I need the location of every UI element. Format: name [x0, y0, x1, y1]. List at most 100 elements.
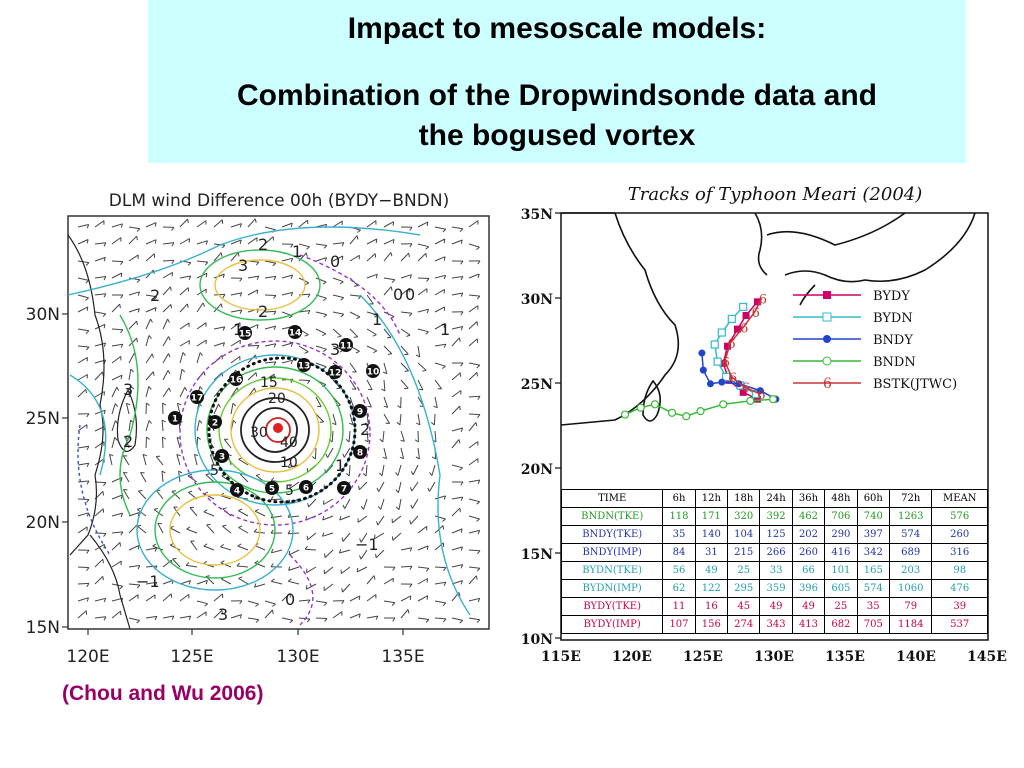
wind-barb [366, 253, 376, 262]
table-cell: 79 [888, 597, 933, 616]
wind-barb-flag [187, 262, 192, 266]
dropsonde-label: 8 [357, 449, 363, 459]
wind-barb [179, 218, 188, 228]
table-cell: 101 [824, 561, 858, 580]
wind-barb-flag [441, 365, 446, 370]
table-cell: 35 [856, 597, 890, 616]
wind-barb-flag [427, 487, 430, 492]
wind-barb [400, 547, 412, 551]
wind-barb-flag [360, 505, 365, 510]
track-point: 6 [727, 337, 735, 352]
legend-marker [823, 291, 831, 299]
dropsonde-marker [230, 483, 244, 497]
wind-barb [429, 481, 436, 492]
wind-barb-flag [409, 226, 413, 231]
wind-barb-flag [136, 620, 141, 624]
wind-barb [366, 273, 378, 279]
wind-barb-flag [109, 453, 114, 457]
wind-barb-flag [254, 508, 259, 512]
wind-barb [349, 328, 359, 338]
wind-barb [357, 515, 368, 523]
wind-barb-flag [460, 528, 463, 533]
wind-barb-flag [476, 619, 481, 623]
wind-barb [281, 359, 293, 364]
wind-barb-flag [85, 297, 89, 301]
wind-barb-flag [194, 453, 199, 457]
track-point [739, 302, 748, 312]
contour-label: 2 [360, 420, 370, 439]
wind-barb-flag [356, 316, 361, 320]
table-row: BNDY(TKE) 35 140 104 125 202 290 397 574 260 [560, 525, 988, 544]
wind-barb [145, 615, 157, 619]
wind-barb-flag [168, 353, 171, 358]
wind-barb-flag [460, 326, 464, 331]
wind-barb-flag [425, 253, 427, 258]
wind-barb [281, 593, 291, 602]
wind-barb [230, 355, 241, 364]
wind-barb [397, 481, 402, 493]
track-point [727, 314, 736, 323]
wind-barb [238, 458, 249, 466]
wind-barb [417, 328, 429, 333]
wind-barb [332, 220, 343, 228]
table-cell: 706 [824, 507, 858, 526]
wind-barb [220, 546, 232, 551]
wind-barb-flag [255, 619, 260, 623]
wind-barb [468, 566, 480, 569]
table-cell: 203 [888, 561, 933, 580]
wind-barb [111, 610, 121, 619]
wind-barb-flag [339, 281, 344, 285]
legend-marker: 6 [823, 376, 832, 392]
wind-barb-flag [238, 576, 243, 579]
wind-barb [230, 339, 241, 347]
wind-barb [417, 252, 427, 262]
wind-barb [162, 286, 171, 296]
wind-barb [417, 243, 429, 248]
wind-barb [237, 545, 249, 551]
wind-barb-flag [305, 282, 310, 286]
table-cell: 39 [931, 597, 988, 616]
wind-barb [298, 243, 310, 248]
wind-barb-flag [256, 275, 260, 280]
wind-barb-flag [476, 246, 480, 250]
contour-label: 0 [393, 285, 403, 304]
wind-barb [128, 583, 141, 586]
wind-barb [315, 311, 327, 316]
wind-barb-flag [375, 553, 377, 558]
wind-barb [247, 344, 260, 347]
contour-label: 10 [280, 455, 298, 471]
lon-label: 115E [541, 649, 581, 665]
wind-barb-flag [204, 603, 209, 607]
dropsonde-ring [207, 356, 357, 504]
wind-barb-flag [273, 343, 277, 348]
wind-barb [77, 388, 87, 398]
wind-barb [270, 498, 283, 501]
wind-barb-flag [255, 603, 259, 607]
wind-barb [308, 498, 317, 508]
wind-barb-flag [120, 531, 124, 536]
wind-barb-flag [409, 520, 412, 525]
wind-barb [434, 343, 446, 347]
wind-barb-flag [460, 239, 463, 245]
lon-label: 135E [825, 649, 865, 665]
wind-barb [417, 277, 430, 279]
wind-barb [264, 325, 276, 330]
table-cell: 342 [856, 543, 890, 562]
wind-barb-flag [185, 562, 190, 566]
wind-barb-flag [459, 406, 461, 411]
wind-barb [451, 546, 463, 551]
table-header-cell: 6h [662, 489, 696, 508]
wind-barb [238, 510, 249, 517]
wind-barb-flag [458, 439, 461, 444]
wind-barb-flag [203, 543, 208, 547]
wind-barb [383, 396, 389, 408]
wind-barb [325, 464, 334, 474]
table-cell: 49 [759, 597, 793, 616]
wind-barb [451, 337, 460, 347]
wind-barb [128, 277, 140, 281]
wind-barb-flag [162, 402, 167, 406]
wind-barb [230, 309, 242, 313]
wind-barb [434, 274, 446, 279]
wind-barb [288, 549, 300, 556]
wind-barb-flag [202, 302, 205, 307]
